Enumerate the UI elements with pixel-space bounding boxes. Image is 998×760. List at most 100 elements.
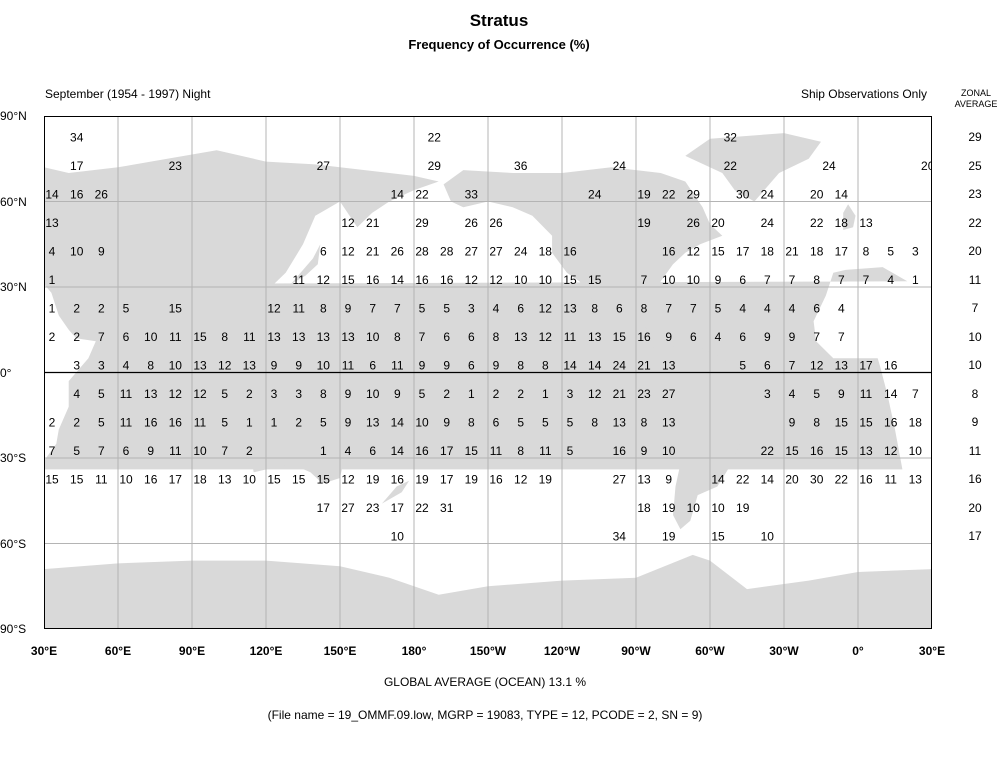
frequency-value: 1 xyxy=(246,415,253,429)
frequency-value: 5 xyxy=(542,415,549,429)
frequency-value: 7 xyxy=(641,273,648,287)
frequency-value: 3 xyxy=(98,358,105,372)
frequency-value: 13 xyxy=(45,216,59,230)
zonal-header-line-1: ZONAL xyxy=(960,88,991,98)
zonal-average-value: 11 xyxy=(968,272,982,287)
frequency-value: 7 xyxy=(912,387,919,401)
frequency-value: 5 xyxy=(419,301,426,315)
frequency-value: 13 xyxy=(859,216,873,230)
grid-lines xyxy=(44,116,932,629)
zonal-average-header: ZONAL AVERAGE xyxy=(950,88,998,110)
frequency-value: 7 xyxy=(863,273,870,287)
frequency-value: 10 xyxy=(662,273,676,287)
frequency-value: 8 xyxy=(517,358,524,372)
longitude-label: 60°W xyxy=(695,644,725,658)
frequency-value: 29 xyxy=(687,187,701,201)
frequency-value: 3 xyxy=(912,244,919,258)
frequency-value: 6 xyxy=(739,273,746,287)
frequency-value: 10 xyxy=(193,444,207,458)
zonal-average-value: 8 xyxy=(971,386,979,401)
land-japan xyxy=(290,244,321,285)
frequency-value: 30 xyxy=(810,472,824,486)
frequency-value: 8 xyxy=(813,415,820,429)
frequency-value: 17 xyxy=(317,501,331,515)
latitude-label: 30°N xyxy=(0,280,27,294)
frequency-value: 11 xyxy=(391,358,404,372)
frequency-value: 19 xyxy=(465,472,479,486)
frequency-value: 11 xyxy=(169,330,182,344)
frequency-value: 8 xyxy=(320,301,327,315)
frequency-value: 11 xyxy=(292,273,305,287)
frequency-value: 16 xyxy=(391,472,405,486)
frequency-value: 10 xyxy=(711,501,725,515)
frequency-value: 16 xyxy=(70,187,84,201)
frequency-value: 16 xyxy=(366,273,380,287)
frequency-value: 7 xyxy=(98,330,105,344)
frequency-value: 5 xyxy=(739,358,746,372)
frequency-value: 5 xyxy=(98,415,105,429)
map-title: Stratus xyxy=(469,11,529,30)
frequency-value: 4 xyxy=(345,444,352,458)
land-south-america xyxy=(658,341,772,530)
frequency-value: 17 xyxy=(70,159,84,173)
frequency-value: 13 xyxy=(317,330,331,344)
frequency-value: 22 xyxy=(810,216,824,230)
zonal-average-value: 20 xyxy=(968,244,982,259)
frequency-value: 4 xyxy=(123,358,130,372)
frequency-value: 10 xyxy=(391,529,405,543)
frequency-value: 9 xyxy=(665,330,672,344)
frequency-value: 21 xyxy=(637,358,651,372)
frequency-value: 27 xyxy=(489,244,503,258)
frequency-value: 22 xyxy=(724,159,738,173)
frequency-value: 11 xyxy=(292,301,305,315)
frequency-value: 17 xyxy=(391,501,405,515)
frequency-value: 24 xyxy=(514,244,528,258)
frequency-value: 15 xyxy=(785,444,799,458)
frequency-value: 9 xyxy=(394,387,401,401)
frequency-value: 13 xyxy=(662,358,676,372)
frequency-value: 5 xyxy=(98,387,105,401)
frequency-value: 5 xyxy=(73,444,80,458)
frequency-value: 15 xyxy=(45,472,59,486)
frequency-value: 17 xyxy=(169,472,183,486)
land-indonesia xyxy=(204,358,340,399)
frequency-value: 3 xyxy=(73,358,80,372)
frequency-value: 10 xyxy=(514,273,528,287)
frequency-value: 15 xyxy=(267,472,281,486)
frequency-value: 19 xyxy=(539,472,553,486)
frequency-value: 29 xyxy=(428,159,442,173)
longitude-label: 120°E xyxy=(249,644,283,658)
frequency-value: 11 xyxy=(169,444,182,458)
file-info: (File name = 19_OMMF.09.low, MGRP = 1908… xyxy=(267,708,703,722)
frequency-value: 32 xyxy=(724,130,738,144)
frequency-value: 5 xyxy=(567,444,574,458)
frequency-value: 10 xyxy=(144,330,158,344)
frequency-value: 12 xyxy=(317,273,331,287)
frequency-value: 23 xyxy=(169,159,183,173)
frequency-value: 26 xyxy=(489,216,503,230)
frequency-value: 13 xyxy=(662,415,676,429)
zonal-average-value: 20 xyxy=(968,500,982,515)
zonal-average-value: 22 xyxy=(968,215,982,230)
frequency-value: 9 xyxy=(345,415,352,429)
frequency-value: 10 xyxy=(317,358,331,372)
frequency-value: 13 xyxy=(292,330,306,344)
frequency-value: 2 xyxy=(73,301,80,315)
frequency-value: 6 xyxy=(813,301,820,315)
frequency-value: 12 xyxy=(588,387,602,401)
frequency-value: 8 xyxy=(517,444,524,458)
frequency-value: 8 xyxy=(394,330,401,344)
frequency-value: 6 xyxy=(764,358,771,372)
period-label: September (1954 - 1997) Night xyxy=(45,87,211,101)
frequency-value: 15 xyxy=(835,415,849,429)
frequency-value: 13 xyxy=(218,472,232,486)
frequency-value: 20 xyxy=(785,472,799,486)
frequency-value: 27 xyxy=(662,387,676,401)
frequency-value: 2 xyxy=(49,415,56,429)
frequency-value: 16 xyxy=(440,273,454,287)
latitude-label: 90°S xyxy=(0,622,27,636)
frequency-value: 22 xyxy=(835,472,849,486)
frequency-value: 10 xyxy=(119,472,133,486)
frequency-value: 36 xyxy=(514,159,528,173)
